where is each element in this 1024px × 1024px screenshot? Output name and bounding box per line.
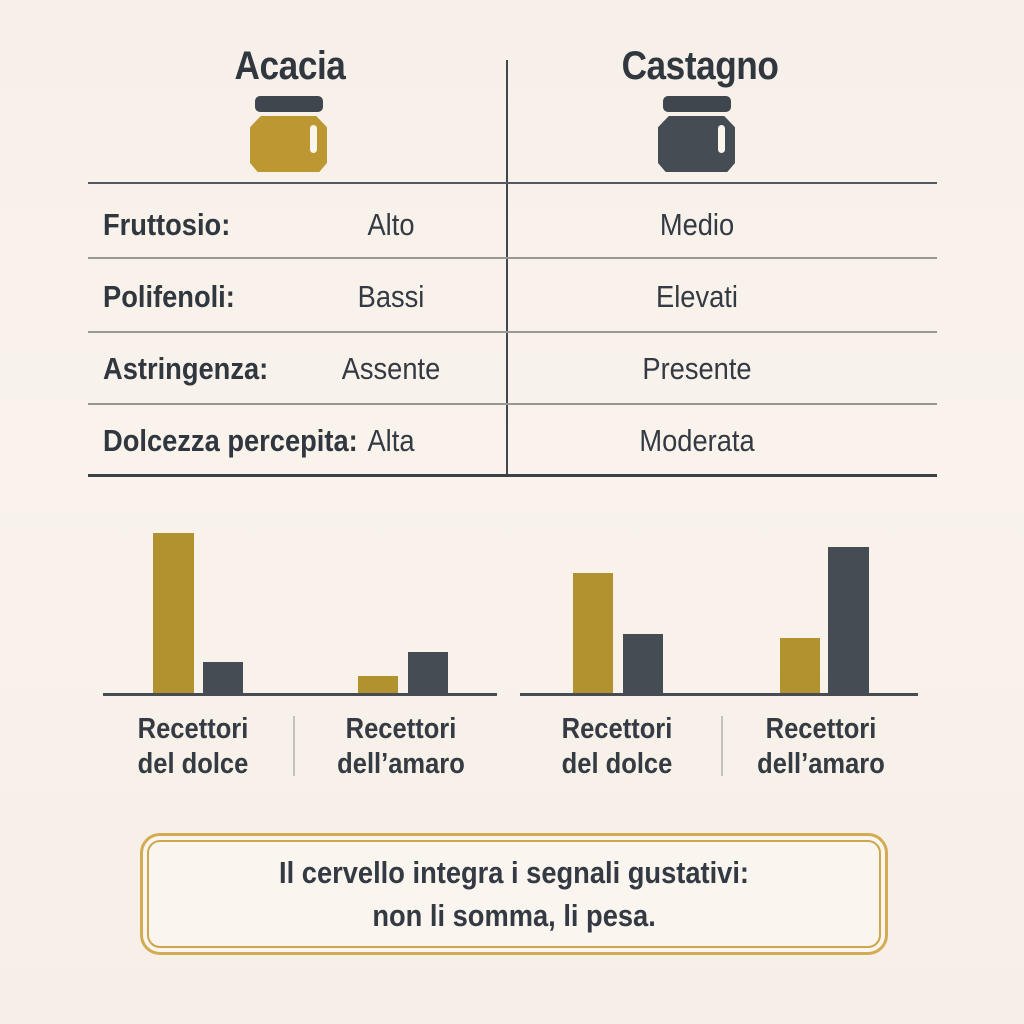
category-divider <box>293 716 295 776</box>
note-line-1: Il cervello integra i segnali gustativi: <box>279 854 749 890</box>
category-line-2: dell’amaro <box>757 748 885 780</box>
value-acacia-dolcezza: Alta <box>367 423 415 458</box>
value-acacia-fruttosio: Alto <box>367 207 415 242</box>
column-title-castagno: Castagno <box>621 44 779 88</box>
category-line-2: del dolce <box>561 748 673 780</box>
note-line-2: non li somma, li pesa. <box>372 897 656 933</box>
bar-castagno-amaro-dark <box>828 547 869 694</box>
category-line-1: Recettori <box>765 713 877 745</box>
table-row-separator <box>88 257 937 259</box>
jar-highlight <box>718 125 725 153</box>
note-box-inner-border: Il cervello integra i segnali gustativi:… <box>147 840 881 948</box>
table-top-rule <box>88 182 937 184</box>
bar-castagno-dolce-gold <box>573 573 613 694</box>
chart-baseline-acacia <box>103 693 497 696</box>
bar-acacia-amaro-dark <box>408 652 448 694</box>
value-acacia-astringenza: Assente <box>341 351 441 386</box>
jar-lid <box>662 96 731 112</box>
category-line-2: dell’amaro <box>337 748 465 780</box>
bar-acacia-dolce-gold <box>153 533 194 694</box>
value-castagno-polifenoli: Elevati <box>656 279 738 314</box>
category-line-1: Recettori <box>137 713 249 745</box>
row-label-dolcezza-percepita: Dolcezza percepita: <box>103 423 358 458</box>
jar-lid <box>254 96 323 112</box>
category-line-1: Recettori <box>345 713 457 745</box>
table-row-separator <box>88 331 937 333</box>
category-label-acacia-amaro: Recettori dell’amaro <box>322 712 480 782</box>
bar-acacia-dolce-dark <box>203 662 243 694</box>
table-vertical-divider <box>506 60 508 475</box>
note-box: Il cervello integra i segnali gustativi:… <box>140 833 888 955</box>
honey-jar-icon <box>658 96 735 172</box>
value-acacia-polifenoli: Bassi <box>357 279 425 314</box>
category-line-1: Recettori <box>561 713 673 745</box>
table-bottom-rule <box>88 474 937 477</box>
row-label-polifenoli: Polifenoli: <box>103 279 235 314</box>
value-castagno-fruttosio: Medio <box>659 207 735 242</box>
bar-castagno-amaro-gold <box>780 638 820 694</box>
value-castagno-astringenza: Presente <box>642 351 752 386</box>
category-divider <box>721 716 723 776</box>
honey-jar-icon <box>250 96 327 172</box>
chart-baseline-castagno <box>520 693 918 696</box>
column-title-acacia: Acacia <box>234 44 346 88</box>
table-row-separator <box>88 403 937 405</box>
category-line-2: del dolce <box>137 748 249 780</box>
category-label-acacia-dolce: Recettori del dolce <box>114 712 272 782</box>
row-label-astringenza: Astringenza: <box>103 351 269 386</box>
value-castagno-dolcezza: Moderata <box>639 423 755 458</box>
row-label-fruttosio: Fruttosio: <box>103 207 231 242</box>
bar-acacia-amaro-gold <box>358 676 398 694</box>
jar-body-acacia <box>250 116 327 172</box>
jar-body-castagno <box>658 116 735 172</box>
jar-highlight <box>310 125 317 153</box>
bar-castagno-dolce-dark <box>623 634 663 694</box>
category-label-castagno-dolce: Recettori del dolce <box>538 712 696 782</box>
category-label-castagno-amaro: Recettori dell’amaro <box>742 712 900 782</box>
